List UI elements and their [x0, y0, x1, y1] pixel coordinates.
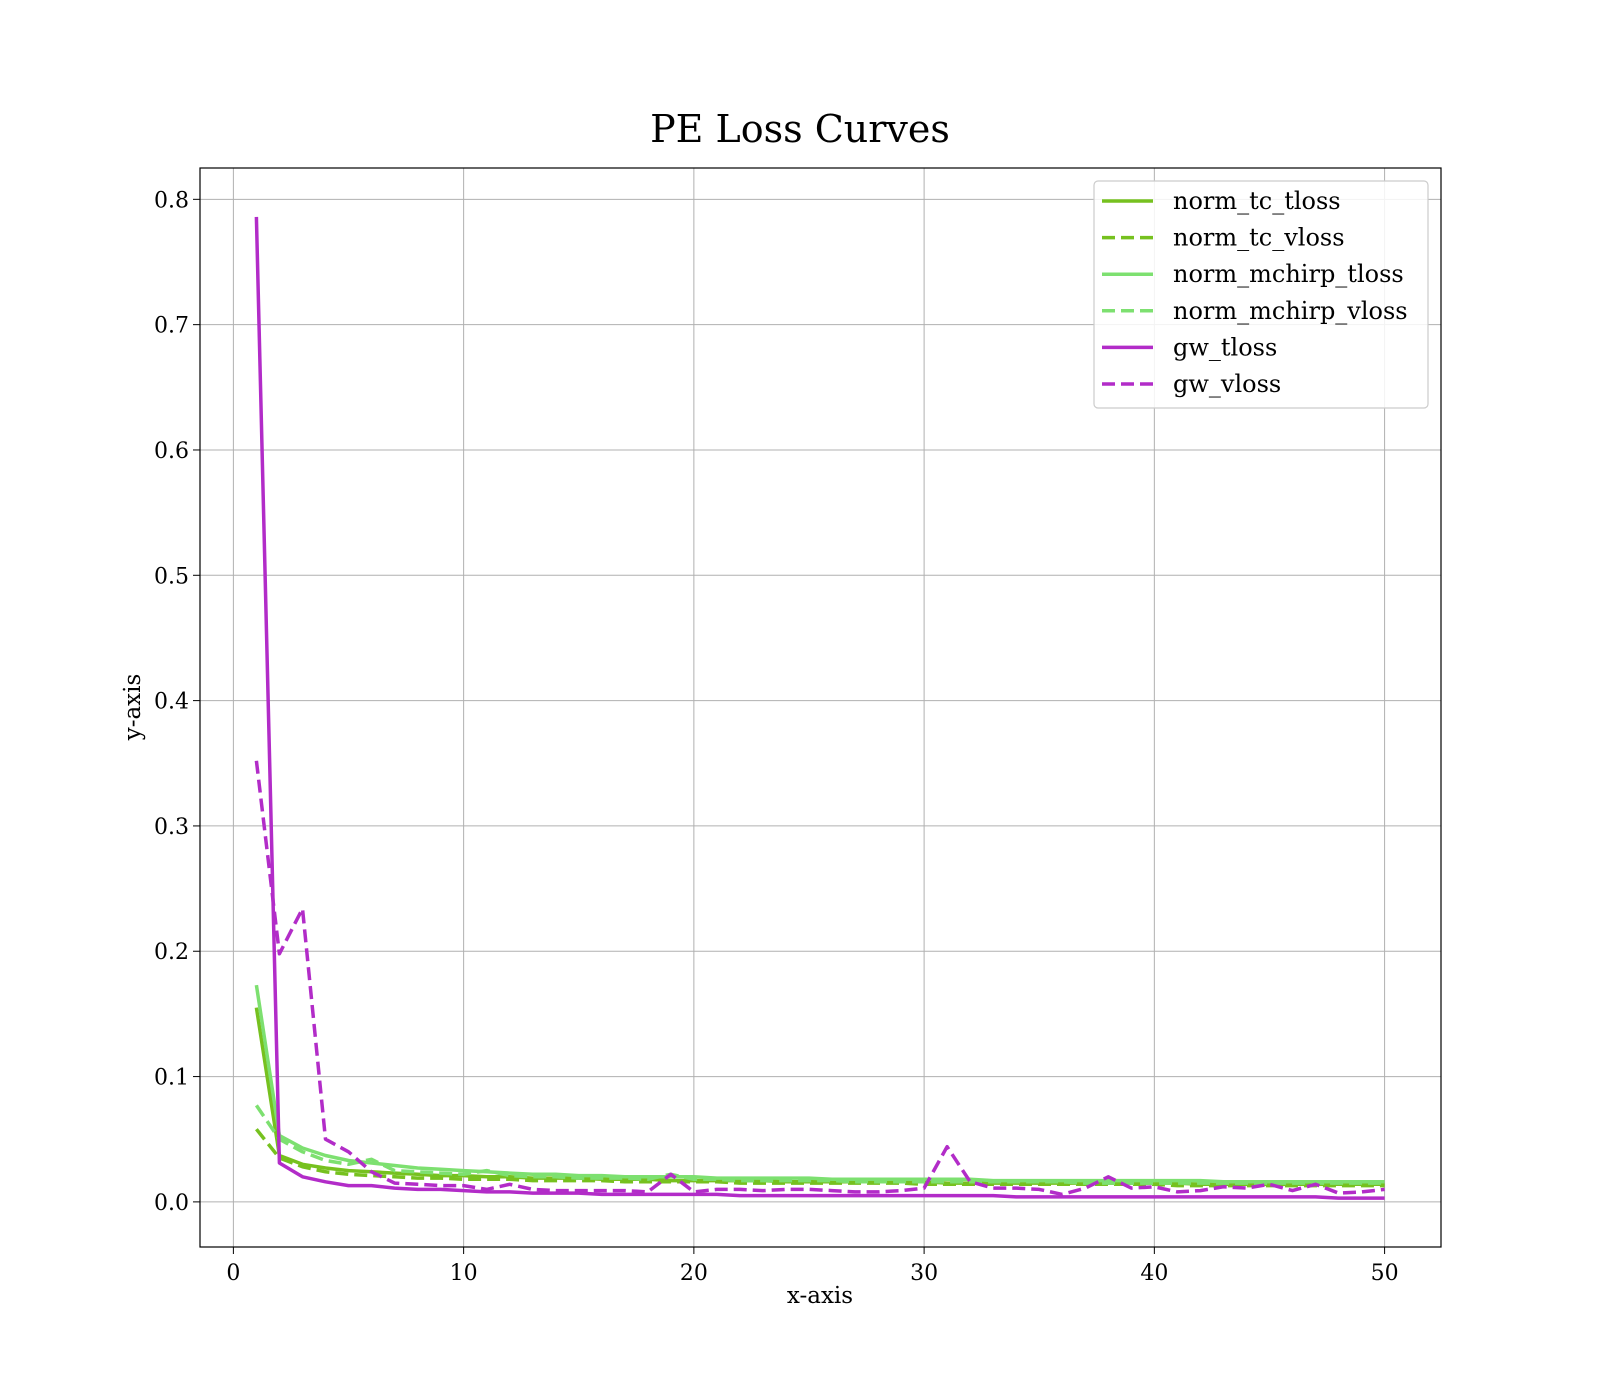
series-line-gw-tloss	[254, 216, 1385, 1200]
x-tick-label: 0	[226, 1261, 240, 1286]
legend-items: norm_tc_tloss norm_tc_vloss norm_mchirp_tl…	[1102, 187, 1408, 398]
legend-label: norm_tc_vloss	[1173, 224, 1345, 252]
legend-label: norm_mchirp_vloss	[1173, 297, 1408, 325]
x-tick-label: 50	[1371, 1261, 1399, 1286]
y-tick-label: 0.6	[154, 439, 189, 464]
y-tick-label: 0.5	[154, 564, 189, 589]
x-tick-label: 10	[450, 1261, 478, 1286]
series-line-gw-vloss	[254, 760, 1385, 1197]
legend: norm_tc_tloss norm_tc_vloss norm_mchirp_tl…	[1093, 180, 1429, 409]
series-layer	[254, 216, 1385, 1200]
y-axis-ticks: 0.0 0.1 0.2 0.3 0.4 0.5 0.6 0.7 0.8	[154, 188, 200, 1216]
y-tick-label: 0.2	[154, 940, 189, 965]
y-tick-label: 0.8	[154, 188, 189, 213]
x-tick-label: 40	[1140, 1261, 1168, 1286]
x-axis-ticks: 0 10 20 30 40 50	[226, 1247, 1399, 1286]
legend-frame	[1093, 180, 1429, 409]
y-tick-label: 0.0	[154, 1191, 189, 1216]
y-tick-label: 0.3	[154, 815, 189, 840]
chart-title: PE Loss Curves	[650, 107, 950, 151]
series-line-norm-tc-vloss	[255, 1128, 1385, 1188]
y-tick-label: 0.4	[154, 690, 189, 715]
series-line-norm-mchirp-vloss	[254, 1104, 1385, 1185]
y-tick-label: 0.7	[154, 314, 189, 339]
legend-label: norm_mchirp_tloss	[1173, 260, 1404, 288]
series-line-norm-mchirp-tloss	[254, 984, 1385, 1184]
legend-label: gw_vloss	[1173, 370, 1281, 398]
y-axis-label: y-axis	[120, 674, 146, 742]
x-tick-label: 20	[680, 1261, 708, 1286]
plot-frame	[199, 167, 1442, 1248]
legend-label: norm_tc_tloss	[1173, 187, 1341, 215]
y-tick-label: 0.1	[154, 1066, 189, 1091]
legend-label: gw_tloss	[1173, 333, 1277, 361]
series-line-norm-tc-tloss	[254, 1007, 1385, 1187]
x-tick-label: 30	[910, 1261, 938, 1286]
x-axis-label: x-axis	[787, 1283, 853, 1309]
